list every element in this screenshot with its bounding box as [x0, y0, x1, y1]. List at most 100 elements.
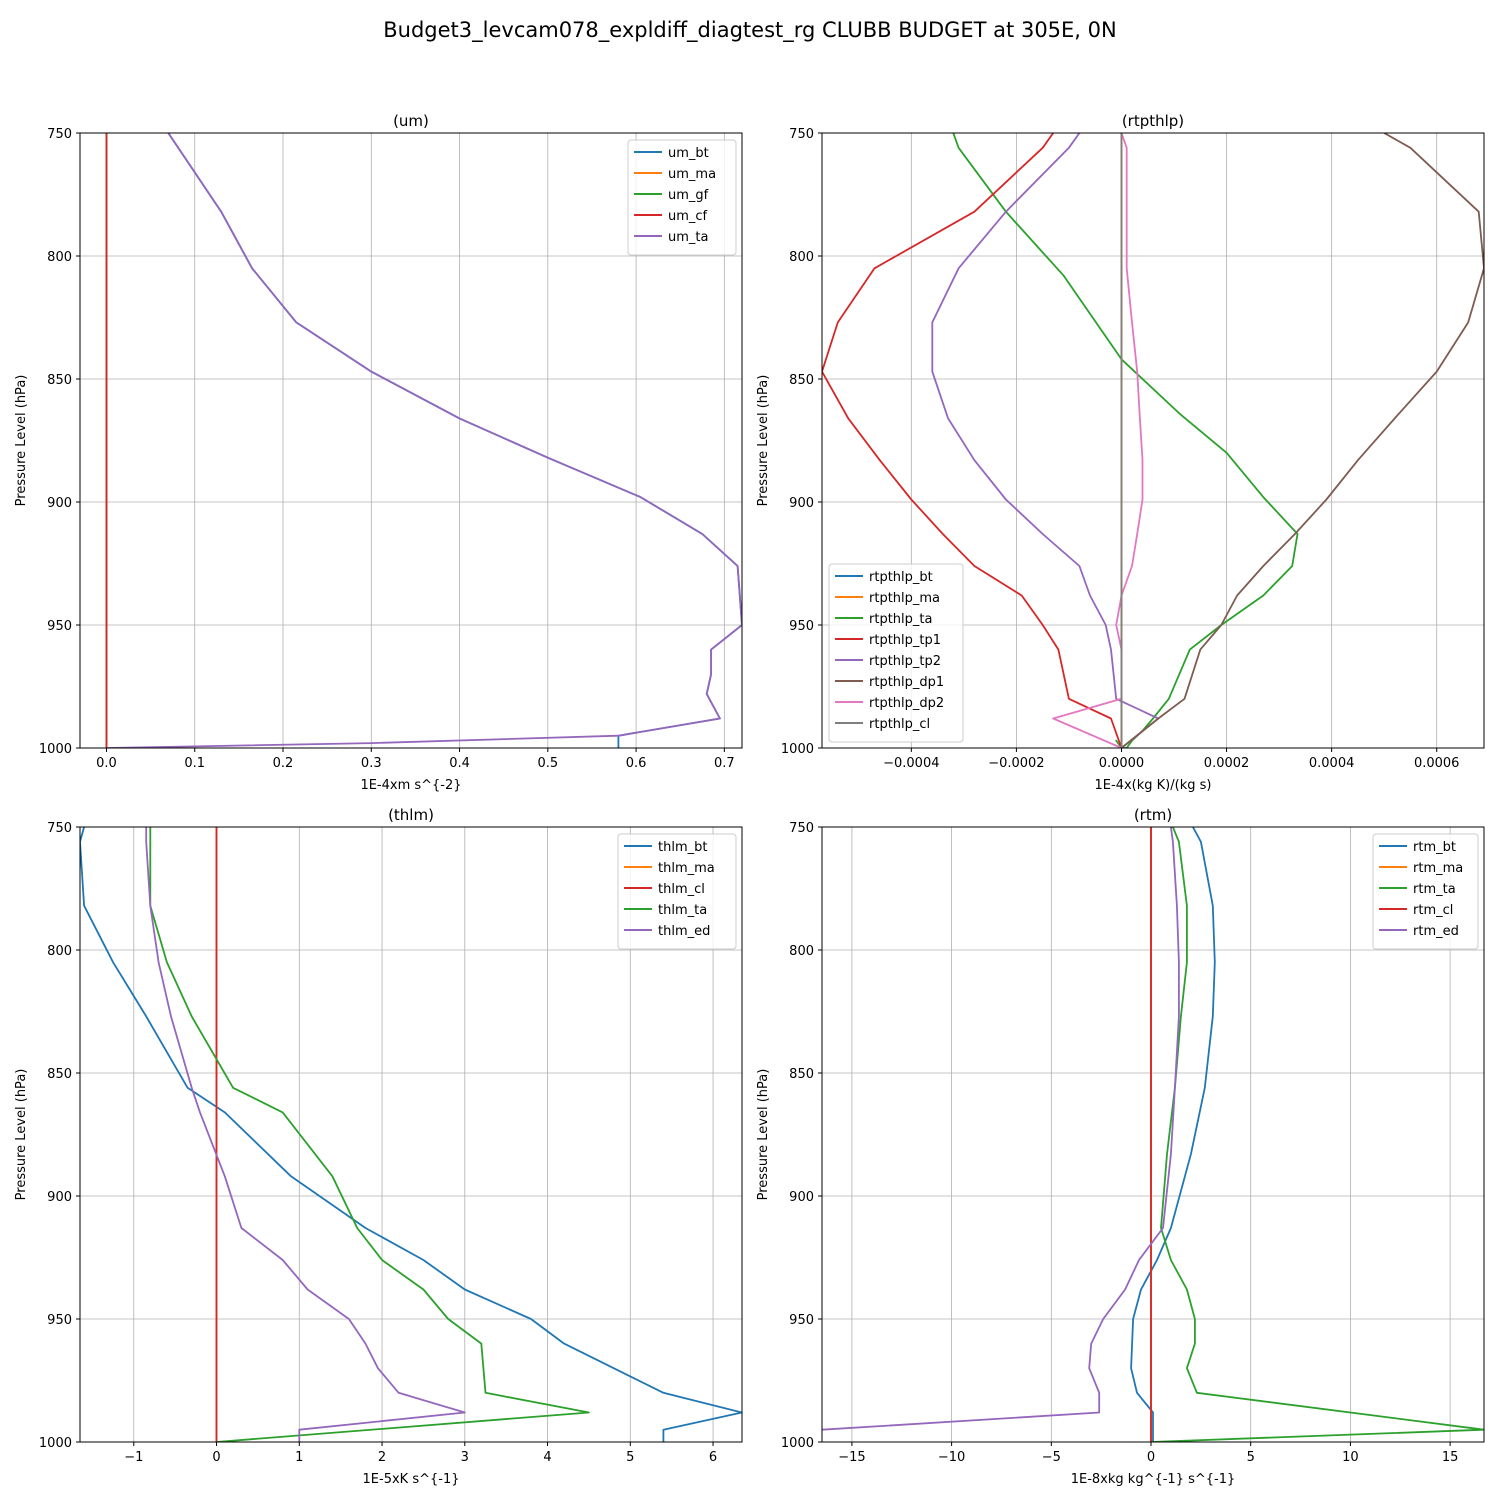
panel-4-series-rtm_ed: [822, 827, 1180, 1431]
panel-4-legend-label: rtm_cl: [1413, 903, 1453, 918]
panel-2-y-tick-label: 1000: [781, 742, 814, 757]
panel-1-x-tick-label: 0.3: [361, 756, 382, 771]
panel-2-x-tick-label: 0.0002: [1204, 756, 1250, 771]
panel-4: −15 −10 −5 0 5 10 15 750 800 850 900 950 1000 (rtm) 1E…: [756, 806, 1485, 1487]
panel-3-legend-label: thlm_bt: [658, 840, 707, 855]
panel-4-title: (rtm): [1134, 806, 1172, 824]
panel-4-y-tick-label: 1000: [781, 1436, 814, 1451]
panel-4-x-tick-label: −5: [1042, 1450, 1061, 1465]
panel-2-legend-label: rtpthlp_ta: [869, 612, 932, 627]
panel-3-title: (thlm): [388, 806, 434, 824]
panel-2-y-tick-label: 800: [789, 250, 814, 265]
panel-3-series-thlm_ed: [145, 827, 466, 1442]
panel-4-series-rtm_ta: [1150, 827, 1484, 1442]
panel-1-x-tick-label: 0.0: [96, 756, 117, 771]
panel-1-legend-label: um_ta: [668, 230, 708, 245]
panel-1-axes-frame: [79, 132, 743, 749]
panel-4-legend-label: rtm_ed: [1413, 924, 1459, 939]
panel-3-legend-label: thlm_cl: [658, 882, 705, 897]
panel-3-series-thlm_ta: [149, 827, 590, 1442]
panel-3-legend: thlm_bt thlm_ma thlm_cl thlm_ta thlm_ed: [617, 833, 737, 950]
panel-2-y-tick-label: 900: [789, 496, 814, 511]
panel-1-legend-label: um_cf: [668, 209, 708, 224]
panel-2-series-rtpthlp_ta: [952, 133, 1299, 748]
panel-2-legend-label: rtpthlp_dp1: [869, 675, 944, 690]
panel-4-y-tick-label: 900: [789, 1190, 814, 1205]
panel-4-x-axis-label: 1E-8xkg kg^{-1} s^{-1}: [1071, 1472, 1236, 1487]
panel-2-legend-label: rtpthlp_tp1: [869, 633, 941, 648]
panel-1-y-tick-label: 950: [47, 619, 72, 634]
panel-1-x-tick-label: 0.4: [449, 756, 470, 771]
panel-3-x-tick-label: 3: [461, 1450, 469, 1465]
panel-2-x-tick-label: −0.0004: [883, 756, 939, 771]
panel-1-legend-box: [627, 139, 737, 256]
panel-1-legend-label: um_gf: [668, 188, 709, 203]
panel-2-title: (rtpthlp): [1122, 112, 1184, 130]
panel-1-x-axis-label: 1E-4xm s^{-2}: [360, 778, 461, 793]
panel-3-y-tick-label: 1000: [39, 1436, 72, 1451]
panel-1-x-tick-label: 0.5: [537, 756, 558, 771]
panel-4-y-axis-label: Pressure Level (hPa): [756, 1069, 771, 1201]
panel-3-legend-label: thlm_ta: [658, 903, 707, 918]
panel-3-x-tick-label: −1: [124, 1450, 143, 1465]
panel-1-x-tick-label: 0.2: [273, 756, 294, 771]
figure-suptitle: Budget3_levcam078_expldiff_diagtest_rg C…: [383, 18, 1116, 43]
panel-1-y-tick-label: 800: [47, 250, 72, 265]
panel-4-x-tick-label: −15: [838, 1450, 865, 1465]
panel-4-x-tick-label: 15: [1442, 1450, 1459, 1465]
panel-1-y-tick-label: 850: [47, 373, 72, 388]
panel-1-x-tick-label: 0.6: [626, 756, 647, 771]
panel-3-x-tick-label: 0: [212, 1450, 220, 1465]
panel-1-y-tick-label: 750: [47, 127, 72, 142]
panel-3-legend-label: thlm_ma: [658, 861, 715, 876]
panel-2-legend-box: [828, 563, 964, 743]
panel-3-y-tick-label: 750: [47, 821, 72, 836]
panel-4-legend-label: rtm_bt: [1413, 840, 1456, 855]
panel-1-x-tick-label: 0.7: [714, 756, 735, 771]
panel-1-legend-label: um_ma: [668, 167, 716, 182]
panel-4-legend-box: [1372, 833, 1479, 950]
panel-2: −0.0004 −0.0002 0.0000 0.0002 0.0004 0.0006 75…: [756, 112, 1485, 793]
panel-4-axes-frame: [821, 826, 1485, 1443]
panel-4-y-tick-label: 800: [789, 944, 814, 959]
panel-4-legend-label: rtm_ma: [1413, 861, 1463, 876]
panel-1-series-um_ta: [106, 133, 742, 748]
panel-4-y-tick-label: 750: [789, 821, 814, 836]
panel-3-axes-frame: [79, 826, 743, 1443]
panel-2-y-tick-label: 750: [789, 127, 814, 142]
panel-2-x-tick-label: −0.0002: [988, 756, 1044, 771]
panel-1-y-tick-label: 1000: [39, 742, 72, 757]
panel-2-legend-label: rtpthlp_dp2: [869, 696, 944, 711]
panel-2-x-axis-label: 1E-4x(kg K)/(kg s): [1095, 778, 1212, 793]
panel-3-y-axis-label: Pressure Level (hPa): [14, 1069, 29, 1201]
panel-4-series-rtm_bt: [1130, 827, 1216, 1442]
panel-4-x-tick-label: 0: [1147, 1450, 1155, 1465]
panel-2-y-tick-label: 950: [789, 619, 814, 634]
panel-2-series-rtpthlp_tp1: [822, 133, 1123, 748]
panel-3-legend-label: thlm_ed: [658, 924, 710, 939]
panel-2-x-tick-label: 0.0000: [1099, 756, 1145, 771]
panel-2-series-rtpthlp_tp2: [931, 133, 1160, 748]
panel-3-x-axis-label: 1E-5xK s^{-1}: [363, 1472, 460, 1487]
panel-4-x-tick-label: −10: [938, 1450, 965, 1465]
panel-2-legend: rtpthlp_bt rtpthlp_ma rtpthlp_ta rtpthlp_tp…: [828, 563, 964, 743]
panel-4-legend: rtm_bt rtm_ma rtm_ta rtm_cl rtm_ed: [1372, 833, 1479, 950]
panel-1-legend: um_bt um_ma um_gf um_cf um_ta: [627, 139, 737, 256]
panel-4-y-tick-label: 850: [789, 1067, 814, 1082]
panel-2-legend-label: rtpthlp_ma: [869, 591, 940, 606]
panel-3-x-tick-label: 2: [378, 1450, 386, 1465]
panel-3-y-tick-label: 850: [47, 1067, 72, 1082]
panel-2-x-tick-label: 0.0004: [1309, 756, 1355, 771]
panel-1-title: (um): [393, 112, 429, 130]
panel-2-series-rtpthlp_dp1: [1120, 133, 1484, 748]
panel-3-x-tick-label: 1: [295, 1450, 303, 1465]
panel-4-x-tick-label: 5: [1247, 1450, 1255, 1465]
panel-3-y-tick-label: 900: [47, 1190, 72, 1205]
panel-4-y-tick-label: 950: [789, 1313, 814, 1328]
panel-1-y-axis-label: Pressure Level (hPa): [14, 375, 29, 507]
panel-3-y-tick-label: 800: [47, 944, 72, 959]
panel-3-legend-box: [617, 833, 737, 950]
panel-2-legend-label: rtpthlp_tp2: [869, 654, 941, 669]
panel-4-x-tick-label: 10: [1342, 1450, 1359, 1465]
